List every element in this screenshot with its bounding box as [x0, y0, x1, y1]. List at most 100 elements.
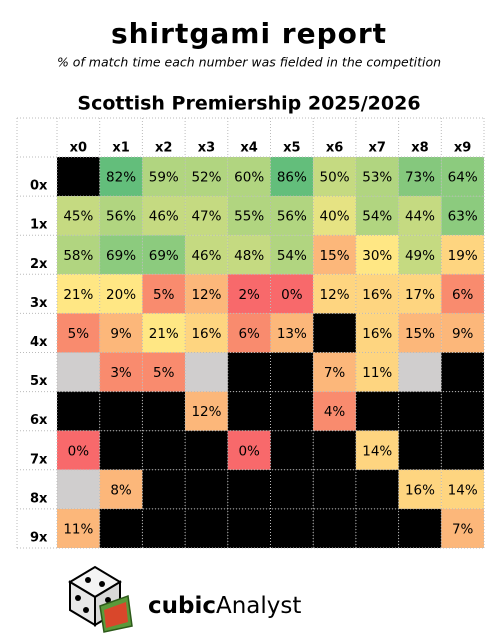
cell	[398, 469, 442, 509]
empty-cell	[227, 352, 271, 392]
empty-cell	[270, 391, 314, 431]
column-label: x6	[326, 141, 343, 156]
cell	[441, 313, 484, 353]
heatmap: 82% 59% 52% 60% 86% 50% 53% 73% 64% 45% 56% 46% 47% 5…	[16, 117, 485, 549]
cell-label: 45%	[63, 209, 93, 225]
heading: Scottish Premiership 2025/2026	[77, 93, 420, 115]
cell	[441, 196, 484, 236]
logo-icon	[68, 565, 133, 633]
cell	[99, 157, 143, 197]
cell	[227, 313, 271, 353]
cell-label: 5%	[68, 326, 90, 342]
empty-cell	[142, 508, 186, 548]
cell	[441, 157, 484, 197]
cell	[441, 469, 484, 509]
empty-cell	[99, 508, 143, 548]
brand: cubicAnalyst	[148, 593, 301, 619]
cell-label: 17%	[405, 287, 435, 303]
cell-label: 0%	[238, 443, 260, 459]
empty-cell	[185, 430, 228, 470]
cell-label: 5%	[153, 287, 175, 303]
cell-label: 3%	[110, 365, 132, 381]
empty-cell	[57, 469, 100, 509]
cell	[270, 196, 314, 236]
cell	[185, 235, 228, 275]
empty-cell	[270, 469, 314, 509]
column-label: x0	[70, 141, 87, 156]
empty-cell	[227, 469, 271, 509]
cell-label: 7%	[324, 365, 346, 381]
cell-label: 14%	[448, 482, 478, 498]
cell-label: 73%	[405, 170, 435, 186]
cell-label: 48%	[234, 248, 264, 264]
cell-label: 12%	[320, 287, 350, 303]
cell-label: 11%	[362, 365, 392, 381]
cell	[99, 196, 143, 236]
cell	[441, 508, 484, 548]
cell-label: 55%	[234, 209, 264, 225]
empty-cell	[185, 469, 228, 509]
cell	[57, 430, 100, 470]
cell-label: 86%	[277, 170, 307, 186]
cell	[99, 235, 143, 275]
cell	[313, 196, 356, 236]
row-label: 3x	[30, 296, 48, 311]
cell-label: 0%	[68, 443, 90, 459]
cell	[355, 274, 399, 314]
column-label: x9	[454, 141, 471, 156]
row-label: 8x	[30, 491, 48, 506]
cell-label: 9%	[110, 326, 132, 342]
cell	[57, 508, 100, 548]
cell	[313, 235, 356, 275]
row-label: 6x	[30, 413, 48, 428]
empty-cell	[313, 430, 356, 470]
cell-label: 49%	[405, 248, 435, 264]
cell-label: 58%	[63, 248, 93, 264]
empty-cell	[99, 391, 143, 431]
cell-label: 16%	[362, 287, 392, 303]
cell	[57, 235, 100, 275]
cell	[99, 469, 143, 509]
column-label: x2	[155, 141, 172, 156]
cell	[185, 196, 228, 236]
cell-label: 16%	[405, 482, 435, 498]
empty-cell	[142, 430, 186, 470]
cell	[355, 430, 399, 470]
cell	[99, 352, 143, 392]
cell	[142, 352, 186, 392]
column-label: x8	[411, 141, 428, 156]
empty-cell	[185, 352, 228, 392]
row-label: 2x	[30, 257, 48, 272]
empty-cell	[441, 352, 484, 392]
cell	[398, 313, 442, 353]
cell-label: 9%	[452, 326, 474, 342]
cell	[398, 235, 442, 275]
cell	[313, 157, 356, 197]
cell	[398, 274, 442, 314]
cell-label: 54%	[277, 248, 307, 264]
cell	[57, 313, 100, 353]
cell	[142, 274, 186, 314]
cell	[270, 235, 314, 275]
empty-cell	[227, 391, 271, 431]
cell	[227, 235, 271, 275]
row-label: 0x	[30, 179, 48, 194]
cell	[57, 196, 100, 236]
subtitle: % of match time each number was fielded …	[57, 55, 441, 70]
row-label: 5x	[30, 374, 48, 389]
cell	[227, 430, 271, 470]
cell	[398, 196, 442, 236]
cell-label: 53%	[362, 170, 392, 186]
brand-regular: Analyst	[216, 593, 301, 619]
empty-cell	[57, 352, 100, 392]
column-label: x3	[198, 141, 215, 156]
empty-cell	[270, 430, 314, 470]
cell	[185, 274, 228, 314]
cell-label: 20%	[106, 287, 136, 303]
cell	[57, 274, 100, 314]
cell-label: 56%	[106, 209, 136, 225]
cell-label: 46%	[191, 248, 221, 264]
cell-label: 69%	[106, 248, 136, 264]
empty-cell	[57, 391, 100, 431]
